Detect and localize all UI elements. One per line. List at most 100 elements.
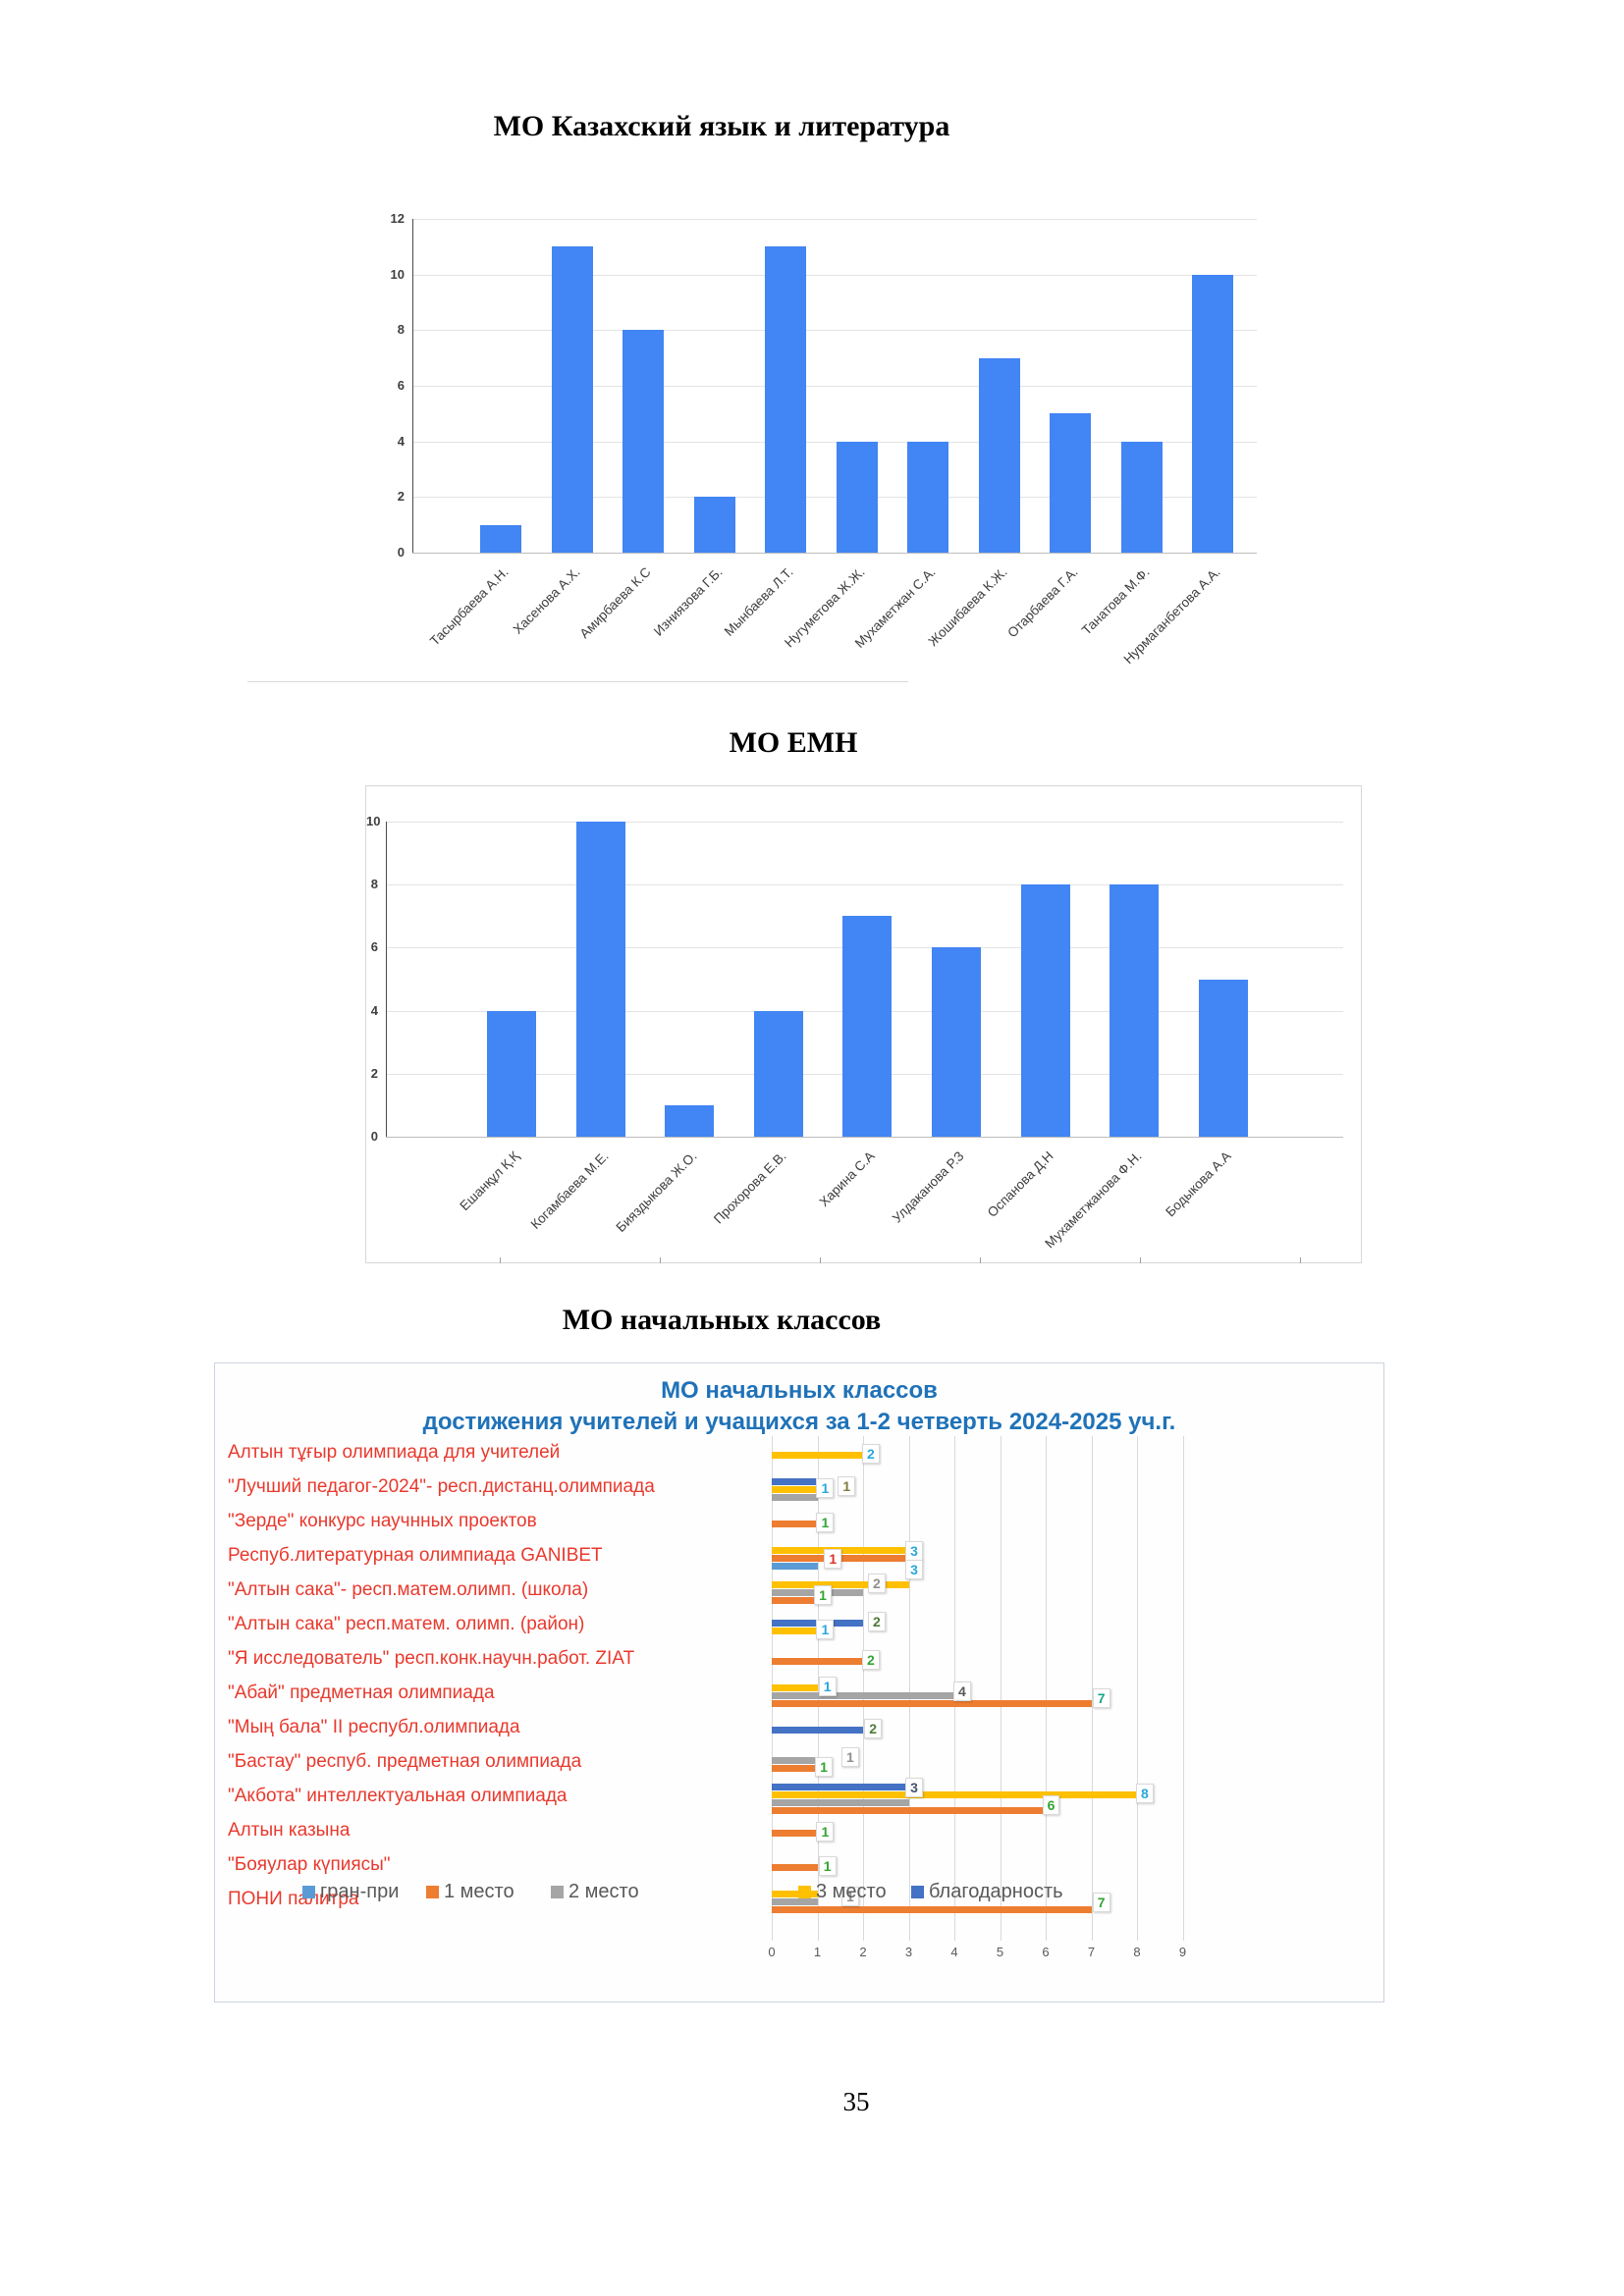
x-axis-category-label: Нурмаганбетова А.А. — [1120, 564, 1223, 667]
y-axis-tick-label: 10 — [366, 814, 381, 828]
bar-Отарбаева Г.А. — [1050, 413, 1091, 553]
y-axis-tick-label: 8 — [397, 322, 405, 338]
bar-Оспанова Д.Н — [1020, 884, 1070, 1137]
frame-tick — [1300, 1257, 1301, 1263]
data-label: 3 — [905, 1778, 923, 1797]
category-label: "Зерде" конкурс научнных проектов — [228, 1511, 537, 1531]
y-gridline — [412, 497, 1257, 499]
hbar-1 место — [772, 1520, 818, 1527]
data-label: 1 — [818, 1677, 837, 1696]
x-axis-category-label: Ешанқұл Қ.Қ — [457, 1148, 522, 1214]
chart3-title-line1: МО начальных классов — [661, 1377, 938, 1404]
chart1-bottom-border — [247, 681, 908, 682]
hbar-благодарность — [772, 1726, 863, 1734]
category-label: "Алтын сака" респ.матем. олимп. (район) — [228, 1614, 585, 1634]
bar-Мухаметжан С.А. — [907, 441, 948, 553]
category-label: "Бояулар күпиясы" — [228, 1854, 391, 1875]
legend-label: благодарность — [929, 1881, 1063, 1902]
data-label: 7 — [1092, 1688, 1110, 1708]
hbar-2 место — [772, 1691, 954, 1699]
legend-swatch-1 место — [426, 1886, 439, 1898]
bar-chart-emn: 0 2 4 6 8 10 Ешанқұл Қ.Қ Когамбаева М.Е. Бияздык… — [365, 785, 1362, 1263]
data-label: 1 — [815, 1757, 833, 1777]
hbar-1 место — [772, 1829, 818, 1837]
frame-tick — [500, 1257, 501, 1263]
hbar-1 место — [772, 1596, 818, 1604]
y-axis-tick-label: 4 — [370, 1002, 378, 1018]
data-label: 2 — [861, 1444, 880, 1464]
legend-swatch-благодарность — [911, 1886, 924, 1898]
hbar-3 место — [772, 1683, 818, 1691]
hbar-3 место — [772, 1451, 863, 1459]
legend-item-3 место: 3 место — [798, 1881, 887, 1903]
bar-Улдаканова Р.З — [932, 947, 981, 1137]
chart3-title-line2: достижения учителей и учащихся за 1-2 че… — [422, 1409, 1176, 1435]
bar-Бодыкова А.А — [1198, 979, 1248, 1137]
hbar-гран-при — [772, 1562, 818, 1570]
bar-Нурмаганбетова А.А. — [1192, 274, 1233, 553]
data-label: 6 — [1042, 1795, 1060, 1815]
x-axis-category-label: Бодыкова А.А — [1163, 1148, 1234, 1220]
data-label: 7 — [1092, 1893, 1110, 1912]
category-label: "Я исследователь" респ.конк.научн.работ.… — [228, 1648, 635, 1669]
y-gridline — [412, 274, 1257, 276]
y-gridline — [412, 219, 1257, 220]
hbar-1 место — [772, 1764, 818, 1772]
legend-label: 2 место — [568, 1881, 639, 1902]
data-label: 2 — [868, 1612, 886, 1631]
x-axis-tick-label: 3 — [904, 1945, 913, 1959]
legend-item-благодарность: благодарность — [911, 1881, 1063, 1903]
category-label: Алтын казына — [228, 1820, 351, 1841]
x-axis-tick-label: 0 — [768, 1945, 776, 1959]
x-axis-baseline — [386, 1137, 1343, 1138]
data-label: 1 — [818, 1856, 837, 1876]
bar-Тасырбаева А.Н. — [480, 524, 521, 553]
y-axis-tick-label: 2 — [397, 489, 405, 505]
data-label: 4 — [952, 1682, 971, 1701]
bar-Хасенова А.Х. — [551, 246, 593, 553]
data-label: 1 — [816, 1478, 835, 1498]
hbar-2 место — [772, 1897, 818, 1905]
x-axis-tick-label: 4 — [950, 1945, 958, 1959]
x-axis-category-label: Прохорова Е.В. — [710, 1148, 789, 1227]
data-label: 1 — [816, 1513, 835, 1532]
x-axis-category-label: Бияздыкова Ж.О. — [613, 1148, 700, 1236]
data-label: 1 — [841, 1887, 859, 1906]
x-gridline — [817, 1436, 819, 1941]
y-axis-tick-label: 8 — [370, 877, 378, 892]
legend-item-2 место: 2 место — [551, 1881, 639, 1903]
data-label: 2 — [861, 1650, 880, 1670]
hbar-2 место — [772, 1756, 818, 1764]
data-label: 1 — [838, 1476, 856, 1496]
hbar-1 место — [772, 1806, 1046, 1814]
data-label: 3 — [905, 1560, 923, 1579]
x-gridline — [1091, 1436, 1093, 1941]
category-label: Респуб.литературная олимпиада GANIBET — [228, 1545, 603, 1566]
bar-Нугуметова Ж.Ж. — [836, 441, 878, 553]
y-axis-tick-label: 6 — [397, 378, 405, 393]
frame-tick — [1140, 1257, 1141, 1263]
bar-Мухаметжанова Ф.Н. — [1110, 884, 1160, 1137]
hbar-1 место — [772, 1699, 1092, 1707]
category-label: "Бастау" респуб. предметная олимпиада — [228, 1751, 582, 1772]
data-label: 3 — [905, 1541, 923, 1561]
y-axis-tick-label: 10 — [390, 266, 405, 282]
x-axis-category-label: Улдаканова Р.З — [889, 1148, 967, 1226]
bar-Ешанқұл Қ.Қ — [487, 1010, 536, 1137]
frame-tick — [660, 1257, 661, 1263]
x-axis-category-label: Мухаметжанова Ф.Н. — [1042, 1148, 1145, 1252]
hbar-благодарность — [772, 1477, 818, 1485]
x-axis-tick-label: 8 — [1133, 1945, 1141, 1959]
y-gridline — [386, 884, 1343, 886]
x-gridline — [863, 1436, 864, 1941]
y-gridline — [412, 441, 1257, 443]
legend-swatch-гран-при — [302, 1886, 315, 1898]
x-gridline — [1182, 1436, 1184, 1941]
data-label: 8 — [1135, 1784, 1154, 1803]
y-axis-tick-label: 6 — [370, 939, 378, 955]
hbar-1 место — [772, 1905, 1092, 1913]
frame-tick — [980, 1257, 981, 1263]
y-axis-tick-label: 0 — [370, 1129, 378, 1144]
legend-item-гран-при: гран-при — [302, 1881, 399, 1903]
x-axis-tick-label: 5 — [996, 1945, 1004, 1959]
